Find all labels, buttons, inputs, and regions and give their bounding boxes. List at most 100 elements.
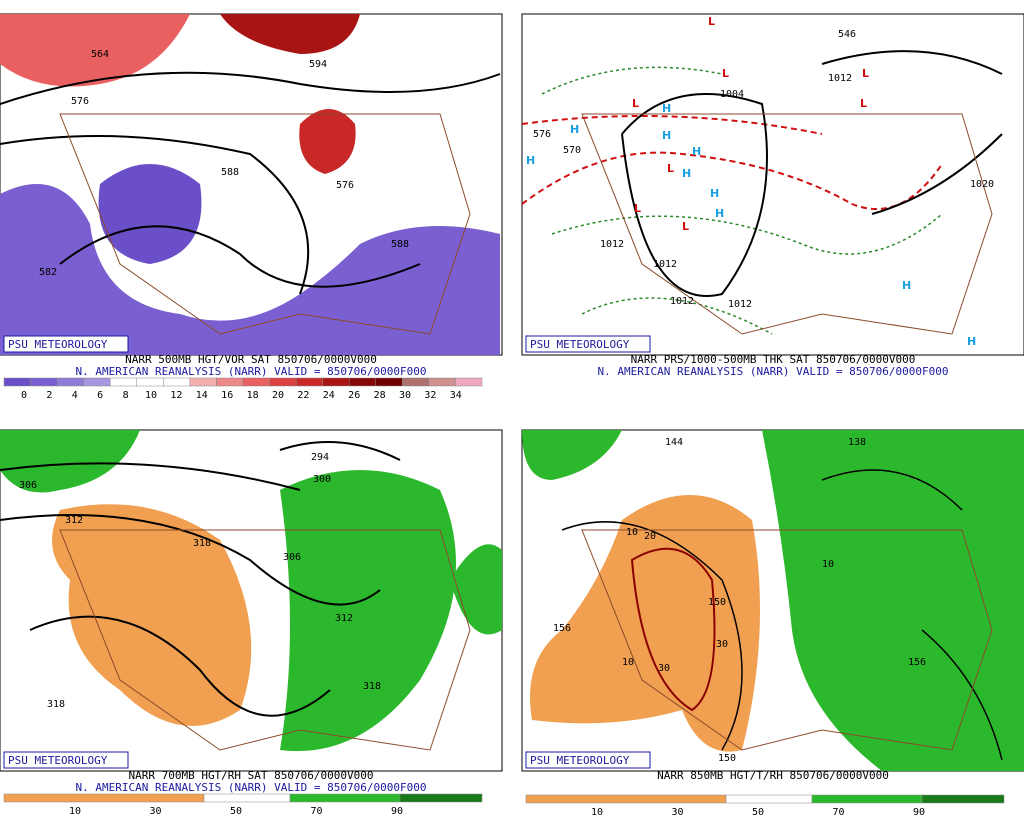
colorbar-label: 16	[221, 390, 233, 401]
colorbar-label: 90	[913, 807, 925, 818]
colorbar-segment	[289, 793, 401, 803]
pressure-center: H	[715, 207, 724, 220]
isobar	[621, 50, 1003, 297]
colorbar-segment	[428, 377, 456, 387]
colorbar-segment	[109, 377, 138, 387]
contour-label: 1020	[970, 179, 994, 190]
contour-label: 30	[658, 663, 670, 674]
badge-box	[3, 751, 129, 769]
panel: 306 312 318 318 300 294 306 312 318 PSU METEOROLO…	[3, 452, 483, 817]
subcaption: N. AMERICAN REANALYSIS (NARR) VALID = 85…	[76, 365, 427, 378]
height-contour	[561, 469, 1003, 761]
colorbar-label: 4	[72, 390, 78, 401]
colorbar-segment	[3, 377, 31, 387]
map-500mb	[0, 13, 503, 356]
colorbar-label: 32	[424, 390, 436, 401]
pressure-center: H	[682, 167, 691, 180]
contour-label: 564	[91, 49, 109, 60]
panel: 144 156 150 150 156 138 10 20 30 30 10 10 PSU METEOR…	[525, 437, 1005, 818]
colorbar-label: 20	[272, 390, 284, 401]
colorbar-segment	[725, 794, 813, 804]
colorbar-label: 10	[145, 390, 157, 401]
colorbar-label: 14	[196, 390, 208, 401]
colorbar-segment	[402, 377, 430, 387]
borders	[581, 113, 993, 335]
contour-label: 300	[313, 474, 331, 485]
badge-box	[3, 335, 129, 353]
contour-label: 576	[533, 129, 551, 140]
pressure-center: H	[662, 129, 671, 142]
badge: PSU METEOROLOGY	[530, 338, 630, 351]
contour-label: 588	[391, 239, 409, 250]
colorbar-label: 6	[97, 390, 103, 401]
caption: NARR PRS/1000-500MB THK SAT 850706/0000V…	[631, 353, 916, 366]
contour-label: 294	[311, 452, 329, 463]
pressure-center: L	[667, 162, 674, 175]
contour-label: 546	[838, 29, 856, 40]
contour-label: 138	[848, 437, 866, 448]
subcaption: N. AMERICAN REANALYSIS (NARR) VALID = 85…	[598, 365, 949, 378]
colorbar-segment	[242, 377, 270, 387]
colorbar-label: 30	[671, 807, 683, 818]
colorbar-label: 22	[297, 390, 309, 401]
pressure-center: H	[570, 123, 579, 136]
contour-label: 20	[644, 531, 656, 542]
colorbar-label: 24	[323, 390, 335, 401]
colorbar-segment	[322, 377, 350, 387]
vorticity-area	[98, 164, 202, 264]
panel: 564 576 588 576 588 582 594 PSU METEOROLOGY NARR…	[3, 49, 483, 401]
contour-label: 312	[335, 613, 353, 624]
contour-label: 156	[908, 657, 926, 668]
subcaption: N. AMERICAN REANALYSIS (NARR) VALID = 85…	[76, 781, 427, 794]
colorbar-label: 30	[399, 390, 411, 401]
colorbar-segment	[136, 377, 164, 387]
temperature-contour	[630, 547, 716, 712]
badge-box	[525, 335, 651, 353]
colorbar-label: 10	[69, 806, 81, 817]
colorbar-label: 12	[170, 390, 182, 401]
pressure-center: H	[967, 335, 976, 348]
colorbar-segment	[348, 377, 377, 387]
map-850mb	[521, 429, 1024, 772]
colorbar-segment	[455, 377, 483, 387]
colorbar-label: 50	[230, 806, 242, 817]
colorbar-segment	[811, 794, 923, 804]
contour-label: 1012	[828, 73, 852, 84]
contour-label: 306	[283, 552, 301, 563]
moist-area	[762, 430, 1024, 771]
colorbar-segment	[216, 377, 244, 387]
pressure-center: L	[682, 220, 689, 233]
contour-label: 144	[665, 437, 683, 448]
map-thickness	[521, 13, 1024, 356]
contour-label: 312	[65, 515, 83, 526]
colorbar-label: 90	[391, 806, 403, 817]
colorbar-segment	[30, 377, 58, 387]
thickness-contour	[541, 66, 943, 335]
caption: NARR 500MB HGT/VOR SAT 850706/0000V000	[125, 353, 377, 366]
contour-label: 10	[626, 527, 638, 538]
contour-label: 588	[221, 167, 239, 178]
map-700mb	[0, 429, 503, 772]
pressure-center: L	[860, 97, 867, 110]
colorbar-label: 70	[832, 807, 844, 818]
pressure-center: L	[862, 67, 869, 80]
pressure-center: H	[710, 187, 719, 200]
colorbar-segment	[295, 377, 323, 387]
colorbar-label: 26	[348, 390, 360, 401]
contour-label: 156	[553, 623, 571, 634]
colorbar-label: 8	[123, 390, 129, 401]
moist-area	[522, 430, 622, 480]
colorbar-segment	[56, 377, 84, 387]
vorticity-area	[0, 184, 500, 355]
contour-label: 30	[716, 639, 728, 650]
pressure-center: L	[632, 97, 639, 110]
colorbar-label: 10	[591, 807, 603, 818]
pressure-center: H	[526, 154, 535, 167]
vorticity-area	[220, 14, 360, 54]
borders	[59, 113, 471, 335]
contour-label: 318	[363, 681, 381, 692]
colorbar-segment	[399, 793, 483, 803]
contour-label: 318	[47, 699, 65, 710]
badge-box	[525, 751, 651, 769]
